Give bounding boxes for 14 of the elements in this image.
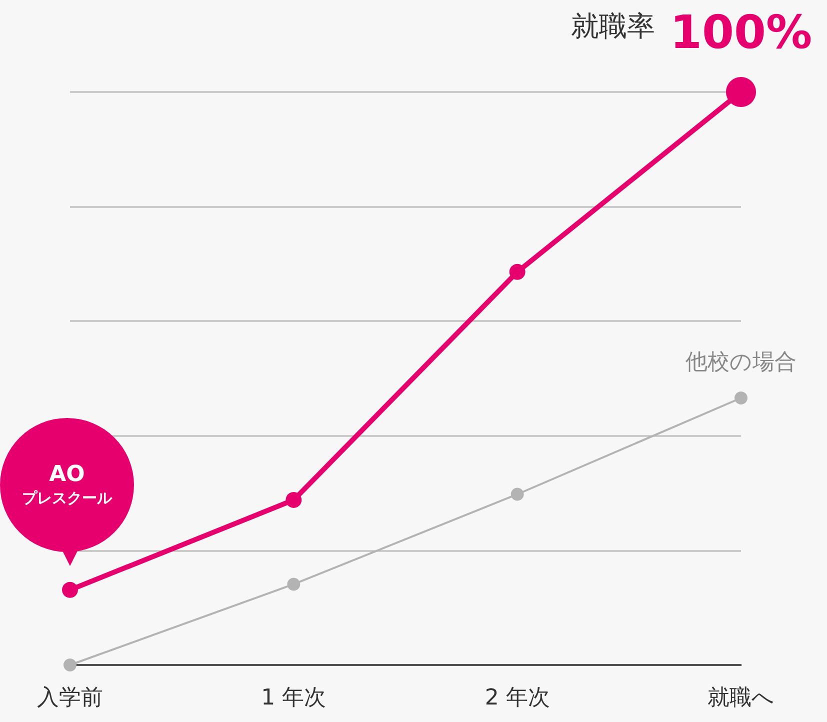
- point: [734, 391, 748, 404]
- point: [510, 488, 524, 501]
- text: 就職率: [571, 10, 655, 42]
- x-tick-label: 1 年次: [261, 686, 326, 710]
- x-tick-label: 2 年次: [484, 686, 550, 710]
- point: [62, 582, 78, 598]
- point: [286, 492, 302, 508]
- point: [64, 658, 76, 672]
- x-tick-label: 就職へ: [708, 686, 774, 710]
- data-label: 100%: [670, 5, 812, 59]
- point: [287, 578, 300, 591]
- x-tick-label: 入学前: [37, 686, 103, 710]
- point: [509, 264, 526, 280]
- series-label: 他校の場合: [686, 350, 796, 375]
